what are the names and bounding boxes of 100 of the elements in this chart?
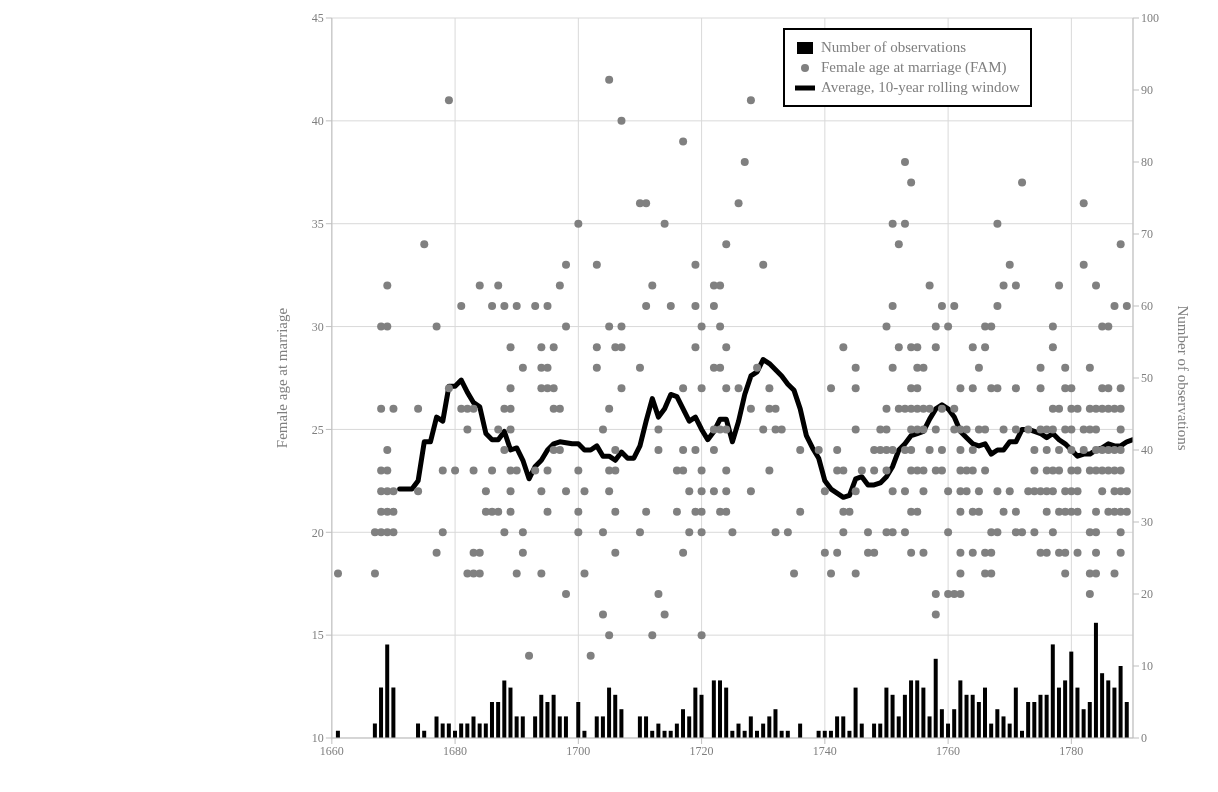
bar <box>1032 702 1037 738</box>
bar <box>391 687 396 738</box>
bar <box>773 709 778 738</box>
y-tick-label: 45 <box>311 11 324 26</box>
y2-tick-label: 10 <box>1141 659 1153 674</box>
bar <box>1069 651 1074 738</box>
bar <box>1050 644 1055 738</box>
bar <box>656 723 661 738</box>
x-tick-label: 1760 <box>936 743 961 758</box>
bar <box>372 723 377 738</box>
bar <box>551 694 556 738</box>
bar <box>841 716 846 738</box>
y2-tick-label: 50 <box>1141 371 1153 386</box>
bar <box>496 702 501 738</box>
bar <box>533 716 538 738</box>
bar <box>1124 702 1129 738</box>
y-axis-title: Female age at marriage <box>274 307 291 449</box>
y2-tick-label: 100 <box>1141 11 1159 26</box>
y2-tick-label: 0 <box>1141 731 1147 746</box>
bar <box>921 687 926 738</box>
y2-tick-label: 40 <box>1141 443 1153 458</box>
x-tick-label: 1700 <box>566 743 591 758</box>
y2-tick-label: 70 <box>1141 227 1153 242</box>
bar <box>1087 702 1092 738</box>
bar <box>1081 709 1086 738</box>
bar <box>465 723 470 738</box>
bar <box>872 723 877 738</box>
bar <box>718 680 723 738</box>
bar <box>1106 680 1111 738</box>
x-tick-label: 1660 <box>319 743 344 758</box>
y-tick-label: 25 <box>311 422 324 437</box>
bar <box>446 723 451 738</box>
bar <box>724 687 729 738</box>
bar <box>1112 687 1117 738</box>
legend-label: Average, 10-year rolling window <box>821 79 1020 96</box>
bar <box>1038 694 1043 738</box>
bar <box>514 716 519 738</box>
bar <box>1093 622 1098 738</box>
legend-label: Female age at marriage (FAM) <box>821 59 1007 76</box>
bar <box>976 702 981 738</box>
bar <box>995 709 1000 738</box>
bar <box>471 716 476 738</box>
bar <box>970 694 975 738</box>
x-tick-label: 1780 <box>1059 743 1084 758</box>
bar <box>1063 680 1068 738</box>
bar <box>416 723 421 738</box>
bar <box>545 702 550 738</box>
bar <box>434 716 439 738</box>
bar <box>1007 723 1012 738</box>
bar <box>958 680 963 738</box>
bar <box>927 716 932 738</box>
bar <box>607 687 612 738</box>
bar <box>1001 716 1006 738</box>
y-tick-label: 20 <box>311 525 324 540</box>
bar <box>563 716 568 738</box>
bar <box>835 716 840 738</box>
y-tick-label: 30 <box>311 319 324 334</box>
y-tick-label: 35 <box>311 216 324 231</box>
legend-label: Number of observations <box>821 39 966 56</box>
bar <box>890 694 895 738</box>
x-tick-label: 1720 <box>689 743 714 758</box>
bar <box>483 723 488 738</box>
bar <box>711 680 716 738</box>
y2-tick-label: 90 <box>1141 83 1153 98</box>
y2-axis-title: Number of observations <box>1174 305 1191 451</box>
bar <box>520 716 525 738</box>
bar <box>477 723 482 738</box>
bar <box>896 716 901 738</box>
bar <box>1075 687 1080 738</box>
bar <box>508 687 513 738</box>
bar <box>748 716 753 738</box>
bar <box>902 694 907 738</box>
y-tick-label: 10 <box>311 731 324 746</box>
bar <box>952 709 957 738</box>
bar <box>909 680 914 738</box>
bar <box>681 709 686 738</box>
bar <box>539 694 544 738</box>
bar <box>939 709 944 738</box>
x-tick-label: 1680 <box>443 743 468 758</box>
bar <box>699 694 704 738</box>
bar <box>385 644 390 738</box>
bar <box>379 687 384 738</box>
bar <box>761 723 766 738</box>
bar <box>594 716 599 738</box>
bar <box>557 716 562 738</box>
bar <box>1044 694 1049 738</box>
bar <box>853 687 858 738</box>
bar <box>619 709 624 738</box>
bar <box>600 716 605 738</box>
bar <box>489 702 494 738</box>
bar <box>964 694 969 738</box>
bar <box>1118 666 1123 738</box>
y2-tick-label: 60 <box>1141 299 1153 314</box>
bar <box>693 687 698 738</box>
bar <box>1100 673 1105 738</box>
bar <box>576 702 581 738</box>
bar <box>933 658 938 738</box>
bar <box>798 723 803 738</box>
bar <box>884 687 889 738</box>
bar <box>644 716 649 738</box>
